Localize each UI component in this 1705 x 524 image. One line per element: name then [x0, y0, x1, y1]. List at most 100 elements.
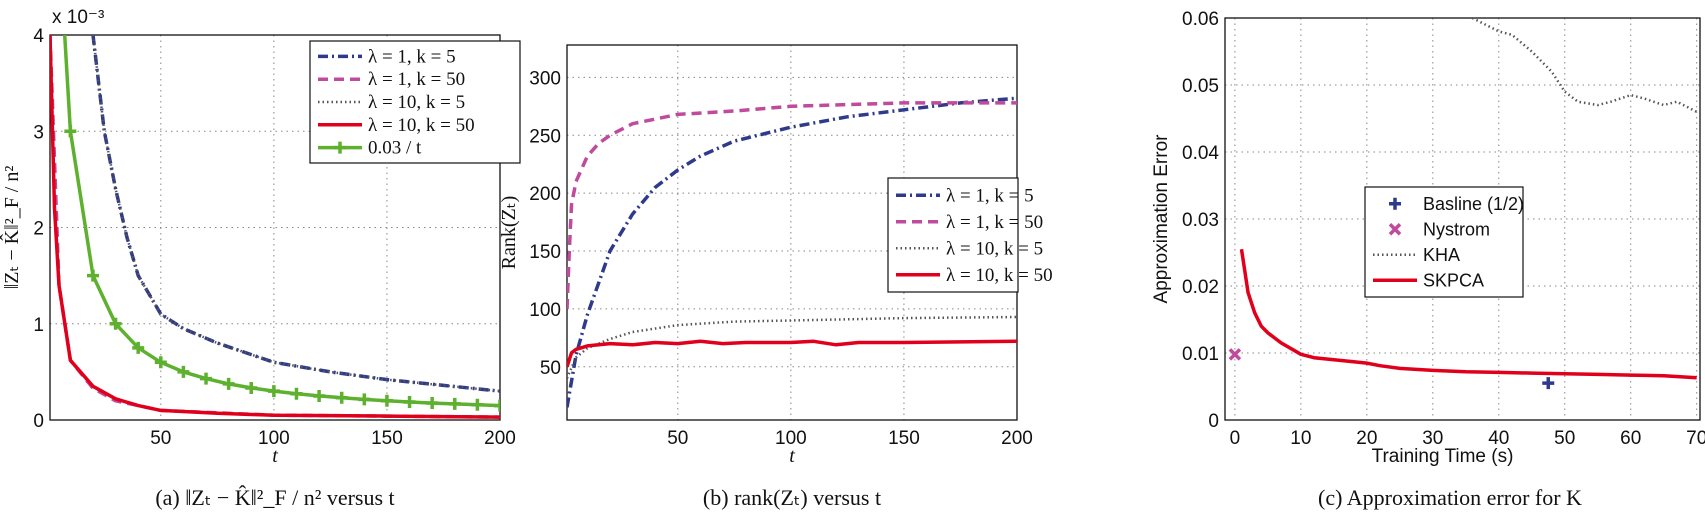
- legend-label: λ = 1, k = 50: [946, 212, 1043, 233]
- x-tick-label: 50: [150, 428, 171, 449]
- legend-label: λ = 10, k = 5: [368, 92, 465, 113]
- data-point-marker: [290, 387, 303, 400]
- subplot-2: 50 100 150 200 50 100 150 200 250 300 t Rank(Zₜ) (b)…: [498, 44, 1053, 510]
- data-point-marker: [86, 269, 99, 282]
- x-axis-label: Training Time (s): [1372, 446, 1514, 467]
- legend-label: SKPCA: [1423, 270, 1484, 290]
- legend-label: λ = 1, k = 5: [368, 46, 456, 67]
- y-tick-label: 0: [1208, 411, 1219, 432]
- y-multiplier-label: x 10⁻³: [52, 7, 104, 28]
- y-tick-label: 4: [33, 26, 44, 47]
- data-point-marker: [358, 393, 371, 406]
- y-tick-label: 50: [540, 358, 561, 379]
- data-point-marker: [313, 389, 326, 402]
- subplot-caption: (c) Approximation error for K: [1318, 485, 1582, 510]
- legend: λ = 1, k = 5λ = 1, k = 50λ = 10, k = 5λ …: [309, 40, 521, 164]
- y-axis-label: ‖Zₜ − K̂‖²_F / n²: [0, 166, 23, 290]
- series-group: [50, 35, 500, 419]
- y-tick-label: 250: [529, 126, 561, 147]
- data-point-marker: [109, 317, 122, 330]
- legend-marker: [334, 141, 346, 154]
- data-point-marker: [267, 385, 280, 398]
- x-tick-label: 10: [1290, 428, 1311, 449]
- x-tick-label: 150: [371, 428, 403, 449]
- x-tick-label: 20: [1356, 428, 1377, 449]
- y-tick-label: 0.06: [1182, 9, 1219, 30]
- data-point-marker: [494, 399, 500, 412]
- legend-label: λ = 1, k = 50: [368, 69, 465, 90]
- series-line-4: [567, 339, 1017, 368]
- x-tick-label: 70: [1686, 428, 1705, 449]
- axes-frame: [49, 34, 501, 421]
- series-line-3: [91, 35, 500, 393]
- y-tick-label: 1: [33, 315, 44, 336]
- subplot-caption: (b) rank(Zₜ) versus t: [703, 485, 881, 510]
- data-point-basline: [1542, 377, 1555, 390]
- y-tick-label: 0: [33, 411, 44, 432]
- data-point-marker: [380, 394, 393, 407]
- x-tick-label: 100: [775, 428, 807, 449]
- data-point-marker: [222, 377, 235, 390]
- y-tick-label: 0.02: [1182, 277, 1219, 298]
- y-tick-label: 3: [33, 122, 44, 143]
- x-tick-label: 30: [1422, 428, 1443, 449]
- data-point-marker: [64, 125, 77, 138]
- y-tick-label: 0.04: [1182, 143, 1219, 164]
- legend-label: Nystrom: [1423, 219, 1490, 239]
- y-tick-label: 2: [33, 219, 44, 240]
- data-point-marker: [448, 397, 461, 410]
- legend: λ = 1, k = 5λ = 1, k = 50λ = 10, k = 5λ …: [887, 177, 1053, 293]
- data-point-marker: [177, 365, 190, 378]
- legend-label: Basline (1/2): [1423, 194, 1524, 214]
- data-point-marker: [403, 395, 416, 408]
- series-group: [1239, 18, 1698, 380]
- series-line-4: [1239, 248, 1697, 380]
- y-tick-label: 300: [529, 68, 561, 89]
- legend-marker: [1388, 223, 1402, 236]
- y-tick-label: 150: [529, 242, 561, 263]
- data-point-marker: [335, 391, 348, 404]
- x-tick-label: 50: [667, 428, 688, 449]
- x-axis-label: t: [272, 445, 278, 467]
- data-point-marker: [245, 381, 258, 394]
- series-group: [567, 96, 1017, 408]
- y-tick-label: 0.03: [1182, 210, 1219, 231]
- axes-frame: [1224, 17, 1701, 421]
- subplot-3: 0 10 20 30 40 50 60 70 0 0.01 0.02 0.03 0.04 0.05 0.06…: [1151, 9, 1705, 510]
- legend-marker: [1389, 197, 1401, 210]
- y-tick-label: 200: [529, 184, 561, 205]
- series-line-3: [1471, 18, 1698, 113]
- series-line-1: [567, 96, 1017, 408]
- data-point-nystrom: [1228, 348, 1242, 361]
- subplot-caption: (a) ‖Zₜ − K̂‖²_F / n² versus t: [155, 485, 394, 510]
- data-point-marker: [200, 372, 213, 385]
- y-tick-label: 0.01: [1182, 344, 1219, 365]
- subplot-1: 50 100 150 200 0 1 2 3 4 t ‖Zₜ − K̂‖²_F / n² x 10⁻³…: [0, 7, 521, 510]
- series-line-4: [50, 35, 500, 419]
- x-tick-label: 150: [888, 428, 920, 449]
- data-point-marker: [132, 341, 145, 354]
- x-tick-label: 200: [1001, 428, 1033, 449]
- legend-label: KHA: [1423, 245, 1460, 265]
- x-tick-label: 60: [1620, 428, 1641, 449]
- x-tick-label: 100: [258, 428, 290, 449]
- x-tick-label: 200: [484, 428, 516, 449]
- y-axis-label: Approximation Error: [1151, 134, 1172, 304]
- x-tick-label: 50: [1554, 428, 1575, 449]
- x-axis-label: t: [789, 445, 795, 467]
- y-tick-label: 0.05: [1182, 76, 1219, 97]
- y-tick-label: 100: [529, 300, 561, 321]
- x-tick-label: 40: [1488, 428, 1509, 449]
- legend-label: 0.03 / t: [368, 138, 422, 159]
- y-axis-label: Rank(Zₜ): [498, 196, 520, 270]
- data-point-marker: [471, 398, 484, 411]
- data-point-marker: [154, 356, 167, 369]
- x-tick-label: 0: [1230, 428, 1241, 449]
- legend-label: λ = 10, k = 50: [946, 265, 1053, 286]
- legend-label: λ = 10, k = 50: [368, 115, 475, 136]
- legend-label: λ = 1, k = 5: [946, 185, 1034, 206]
- data-point-marker: [426, 397, 439, 410]
- series-line-3: [567, 315, 1017, 379]
- legend: Basline (1/2) Nystrom KHA SKPCA: [1364, 186, 1524, 298]
